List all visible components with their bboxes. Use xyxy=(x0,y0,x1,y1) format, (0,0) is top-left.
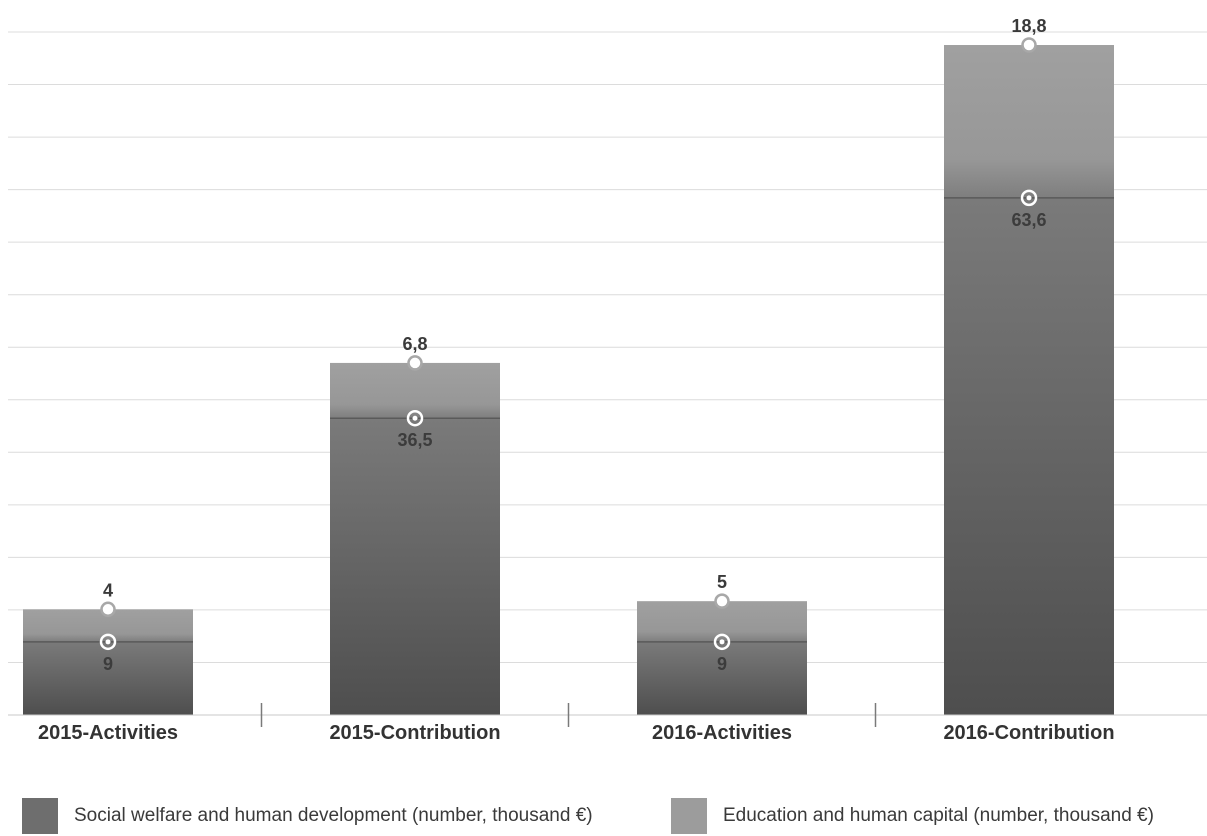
point-marker-education xyxy=(407,355,423,371)
data-label-social-welfare: 9 xyxy=(717,654,727,674)
point-marker-dot xyxy=(719,639,725,645)
data-label-education: 4 xyxy=(103,580,113,600)
bar-segment-social-welfare xyxy=(330,418,500,715)
bar-segment-education xyxy=(330,362,500,419)
legend-item-education: Education and human capital (number, tho… xyxy=(671,798,1154,834)
legend-label-social-welfare: Social welfare and human development (nu… xyxy=(74,805,593,826)
bar-segment-social-welfare xyxy=(637,641,807,715)
data-label-education: 6,8 xyxy=(402,334,427,354)
legend-label-education: Education and human capital (number, tho… xyxy=(723,805,1154,826)
bars xyxy=(23,45,1114,715)
legend-swatch-social-welfare xyxy=(22,798,58,834)
x-tick-label: 2015-Contribution xyxy=(329,722,500,744)
point-marker-education xyxy=(1021,37,1037,53)
bar-segment-social-welfare xyxy=(944,197,1114,715)
point-marker-social-welfare xyxy=(713,633,731,651)
data-label-social-welfare: 63,6 xyxy=(1011,210,1046,230)
point-marker-social-welfare xyxy=(99,633,117,651)
point-marker-education xyxy=(100,601,116,618)
point-marker-dot xyxy=(1026,195,1032,201)
x-tick-label: 2016-Contribution xyxy=(943,722,1114,744)
data-label-social-welfare: 9 xyxy=(103,654,113,674)
data-labels: 9 4 36,5 6,8 9 5 63,6 18,8 xyxy=(99,16,1047,674)
legend-item-social-welfare: Social welfare and human development (nu… xyxy=(22,798,593,834)
x-tick-label: 2015-Activities xyxy=(38,722,178,744)
point-marker-social-welfare xyxy=(406,409,424,427)
point-marker-social-welfare xyxy=(1020,189,1038,207)
x-axis: 2015-Activities 2015-Contribution 2016-Act… xyxy=(8,703,1207,744)
x-tick-label: 2016-Activities xyxy=(652,722,792,744)
data-label-education: 18,8 xyxy=(1011,16,1046,36)
data-label-social-welfare: 36,5 xyxy=(397,430,432,450)
data-label-education: 5 xyxy=(717,572,727,592)
point-marker-education xyxy=(714,593,730,609)
bar-segment-social-welfare xyxy=(23,641,193,715)
point-marker-dot xyxy=(412,415,418,421)
bar-segment-education xyxy=(944,45,1114,198)
legend-swatch-education xyxy=(671,798,707,834)
point-marker-dot xyxy=(105,639,111,645)
